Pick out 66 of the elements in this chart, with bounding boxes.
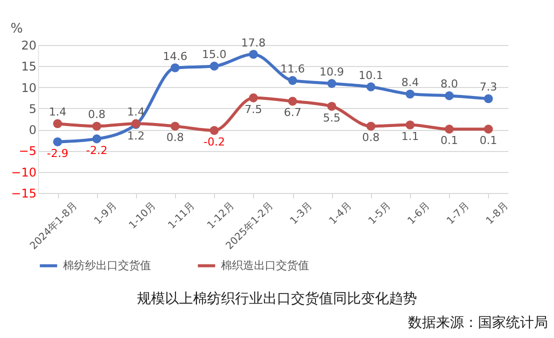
- x-tick-label: 1-5月: [366, 200, 394, 227]
- point: [248, 50, 258, 59]
- x-tick-label: 1-7月: [445, 200, 472, 227]
- point: [366, 122, 376, 131]
- y-axis-title: %: [10, 22, 23, 36]
- data-label: 7.3: [480, 80, 498, 94]
- data-label: 0.1: [480, 134, 498, 148]
- data-label: 0.8: [166, 131, 184, 144]
- legend-label: 棉织造出口交货值: [221, 258, 309, 272]
- data-label: 11.6: [280, 62, 305, 76]
- x-tick-label: 1-8月: [484, 200, 511, 227]
- data-label: 17.8: [241, 36, 266, 50]
- source-note: 数据来源：国家统计局: [408, 314, 548, 332]
- data-label: 14.6: [162, 50, 188, 63]
- point: [288, 96, 298, 106]
- data-label: 10.9: [320, 65, 344, 78]
- point: [327, 102, 336, 111]
- data-label: 8.0: [440, 78, 458, 91]
- point: [484, 124, 493, 134]
- data-label: 1.4: [127, 106, 145, 119]
- data-label: -2.9: [46, 146, 68, 160]
- data-label: 10.1: [358, 68, 384, 82]
- data-label: -0.2: [204, 135, 225, 148]
- point: [53, 119, 62, 128]
- data-label: 1.1: [401, 130, 419, 143]
- point: [366, 82, 376, 92]
- data-label: 1.4: [48, 106, 66, 119]
- point: [248, 93, 258, 102]
- point: [92, 122, 102, 131]
- data-label: 1.2: [127, 129, 145, 142]
- point: [406, 90, 415, 99]
- point: [444, 124, 454, 134]
- point: [92, 134, 102, 144]
- data-label: 0.1: [440, 134, 458, 148]
- point: [53, 137, 62, 146]
- text: 规模以上棉纺织行业出口交货值同比变化趋势: [136, 290, 418, 308]
- x-tick-label: 1-4月: [328, 200, 354, 227]
- point: [170, 63, 180, 72]
- data-label: 6.7: [284, 106, 302, 120]
- y-tick-label: 0: [28, 123, 36, 138]
- data-label: -2.2: [86, 144, 108, 157]
- y-tick-label: −10: [11, 165, 36, 180]
- x-tick-label: 1-9月: [92, 200, 120, 227]
- data-label: 0.8: [88, 108, 106, 122]
- y-tick-label: 10: [21, 80, 36, 95]
- data-label: 15.0: [202, 48, 226, 62]
- y-tick-label: −15: [11, 186, 36, 200]
- y-tick-label: 5: [28, 102, 36, 116]
- data-label: 8.4: [401, 76, 419, 90]
- point: [406, 120, 415, 130]
- point: [444, 91, 454, 100]
- legend-label: 棉纺纱出口交货值: [63, 258, 151, 272]
- data-label: 0.8: [362, 131, 380, 144]
- point: [327, 79, 336, 88]
- x-tick-label: 1-6月: [406, 200, 432, 227]
- point: [170, 122, 180, 131]
- data-label: 7.5: [244, 102, 262, 116]
- point: [210, 62, 219, 71]
- point: [484, 94, 493, 104]
- point: [288, 76, 298, 85]
- y-tick-label: 15: [21, 60, 36, 74]
- x-tick-label: 1-3月: [288, 200, 315, 227]
- point: [210, 126, 219, 135]
- y-tick-label: −5: [18, 144, 36, 158]
- y-tick-label: 20: [21, 38, 36, 52]
- data-label: 5.5: [323, 111, 340, 124]
